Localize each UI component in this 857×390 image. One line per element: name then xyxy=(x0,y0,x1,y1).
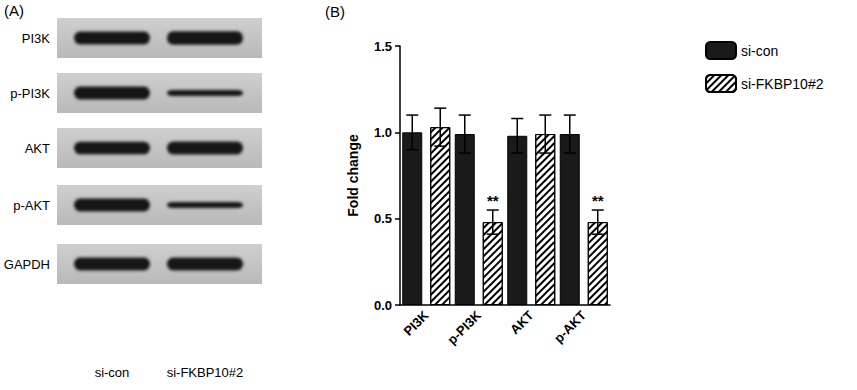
svg-text:p-PI3K: p-PI3K xyxy=(10,86,50,101)
svg-text:AKT: AKT xyxy=(25,141,50,156)
svg-text:p-PI3K: p-PI3K xyxy=(444,307,484,347)
svg-text:si-con: si-con xyxy=(95,365,130,380)
svg-text:GAPDH: GAPDH xyxy=(4,257,50,272)
svg-text:1.5: 1.5 xyxy=(374,39,392,54)
svg-text:Fold change: Fold change xyxy=(345,134,361,217)
svg-text:si-FKBP10#2: si-FKBP10#2 xyxy=(741,76,824,92)
svg-text:(A): (A) xyxy=(4,2,24,19)
svg-text:PI3K: PI3K xyxy=(401,307,432,338)
svg-text:p-AKT: p-AKT xyxy=(13,198,50,213)
svg-text:(B): (B) xyxy=(325,3,345,20)
svg-text:0.0: 0.0 xyxy=(374,298,392,313)
svg-text:0.5: 0.5 xyxy=(374,211,392,226)
svg-text:si-FKBP10#2: si-FKBP10#2 xyxy=(167,365,244,380)
svg-text:si-con: si-con xyxy=(741,43,778,59)
svg-text:p-AKT: p-AKT xyxy=(551,308,589,346)
svg-text:**: ** xyxy=(487,192,499,209)
svg-text:AKT: AKT xyxy=(507,308,537,338)
svg-text:1.0: 1.0 xyxy=(374,125,392,140)
svg-text:PI3K: PI3K xyxy=(22,31,51,46)
svg-text:**: ** xyxy=(592,192,604,209)
